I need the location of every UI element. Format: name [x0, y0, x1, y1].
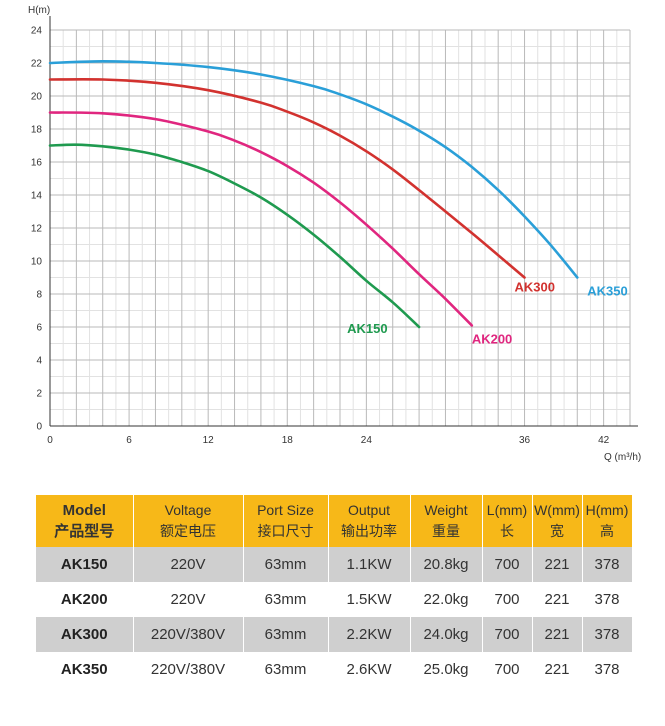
y-tick-label: 2	[36, 389, 42, 400]
table-cell: 700	[482, 582, 533, 617]
header-label-en: Port Size	[257, 502, 314, 518]
series-line-ak200	[48, 111, 474, 327]
table-cell: 63mm	[243, 652, 329, 687]
model-cell: AK300	[36, 617, 134, 652]
grid-major	[49, 29, 631, 427]
y-tick-label: 22	[31, 59, 43, 70]
table-cell: 24.0kg	[410, 617, 483, 652]
header-label-en: W(mm)	[534, 502, 580, 518]
table-body: AK150 220V 63mm 1.1KW 20.8kg 700 221 378 AK200 22…	[36, 547, 633, 687]
header-label-en: Voltage	[164, 502, 212, 518]
table-cell: 700	[482, 547, 533, 582]
table-cell: 700	[482, 652, 533, 687]
table-header-cell: Output 输出功率	[328, 495, 411, 547]
table-header-cell: Voltage 额定电压	[133, 495, 244, 547]
model-cell: AK350	[36, 652, 134, 687]
table-cell: 20.8kg	[410, 547, 483, 582]
header-label-cn: 额定电压	[160, 523, 216, 539]
y-tick-label: 4	[36, 356, 42, 367]
table-cell: 22.0kg	[410, 582, 483, 617]
table-cell: 378	[582, 582, 633, 617]
y-tick-label: 0	[36, 422, 42, 433]
axes	[49, 16, 638, 427]
series-line-ak300	[48, 77, 526, 279]
table-cell: 63mm	[243, 547, 329, 582]
table-header-cell: W(mm) 宽	[532, 495, 583, 547]
y-tick-label: 20	[31, 92, 43, 103]
header-label-cn: 宽	[550, 523, 564, 539]
series-label-ak300: AK300	[515, 280, 555, 295]
table-header-cell: Model 产品型号	[36, 495, 134, 547]
table-cell: 63mm	[243, 617, 329, 652]
header-label-cn: 长	[500, 523, 514, 539]
y-tick-label: 12	[31, 224, 43, 235]
series-line-ak150	[48, 143, 421, 329]
x-tick-label: 12	[203, 435, 215, 446]
table-header-cell: Weight 重量	[410, 495, 483, 547]
x-tick-label: 0	[47, 435, 53, 446]
table-cell: 221	[532, 582, 583, 617]
table-header-row: Model 产品型号 Voltage 额定电压 Port Size 接口尺寸 Output 输…	[36, 495, 633, 547]
x-tick-label: 18	[282, 435, 294, 446]
table-cell: 220V	[133, 582, 244, 617]
table-cell: 700	[482, 617, 533, 652]
y-tick-label: 16	[31, 158, 43, 169]
header-label-cn: 高	[600, 523, 614, 539]
table-row: AK150 220V 63mm 1.1KW 20.8kg 700 221 378	[36, 547, 633, 582]
table-cell: 220V/380V	[133, 652, 244, 687]
x-axis-label: Q (m³/h)	[604, 452, 641, 463]
table-cell: 220V	[133, 547, 244, 582]
table-cell: 2.2KW	[328, 617, 411, 652]
x-tick-label: 36	[519, 435, 531, 446]
y-tick-label: 8	[36, 290, 42, 301]
series-label-ak150: AK150	[347, 321, 387, 336]
table-header-cell: H(mm) 高	[582, 495, 633, 547]
header-label-en: Weight	[424, 502, 468, 518]
series-label-ak200: AK200	[472, 331, 512, 346]
table-cell: 2.6KW	[328, 652, 411, 687]
table-cell: 221	[532, 547, 583, 582]
series-labels: AK150 AK200 AK300 AK350	[347, 280, 628, 347]
y-tick-label: 24	[31, 26, 43, 37]
y-tick-label: 18	[31, 125, 43, 136]
x-tick-label: 24	[361, 435, 373, 446]
table-cell: 378	[582, 652, 633, 687]
series-label-ak350: AK350	[587, 284, 627, 299]
table-cell: 221	[532, 617, 583, 652]
table-row: AK200 220V 63mm 1.5KW 22.0kg 700 221 378	[36, 582, 633, 617]
model-cell: AK150	[36, 547, 134, 582]
table-cell: 25.0kg	[410, 652, 483, 687]
model-cell: AK200	[36, 582, 134, 617]
y-tick-label: 14	[31, 191, 43, 202]
table-cell: 220V/380V	[133, 617, 244, 652]
header-label-en: H(mm)	[585, 502, 629, 518]
table-cell: 1.5KW	[328, 582, 411, 617]
series-lines	[48, 59, 579, 329]
series-line-ak350	[48, 59, 579, 279]
table-cell: 221	[532, 652, 583, 687]
table-header-cell: Port Size 接口尺寸	[243, 495, 329, 547]
y-axis-label: H(m)	[28, 5, 50, 16]
header-label-cn: 接口尺寸	[257, 523, 314, 539]
table-row: AK350 220V/380V 63mm 2.6KW 25.0kg 700 221 378	[36, 652, 633, 687]
header-label-en: L(mm)	[486, 502, 528, 518]
table-cell: 63mm	[243, 582, 329, 617]
spec-table: Model 产品型号 Voltage 额定电压 Port Size 接口尺寸 Output 输…	[36, 495, 633, 687]
table-cell: 378	[582, 617, 633, 652]
header-label-cn: 产品型号	[54, 523, 115, 540]
header-label-en: Model	[62, 502, 106, 519]
y-tick-label: 6	[36, 323, 42, 334]
x-tick-label: 42	[598, 435, 610, 446]
header-label-cn: 输出功率	[341, 523, 397, 539]
y-tick-label: 10	[31, 257, 43, 268]
table-cell: 1.1KW	[328, 547, 411, 582]
header-label-cn: 重量	[432, 523, 460, 539]
table-row: AK300 220V/380V 63mm 2.2KW 24.0kg 700 221 378	[36, 617, 633, 652]
x-tick-label: 6	[126, 435, 132, 446]
header-label-en: Output	[347, 502, 391, 518]
table-cell: 378	[582, 547, 633, 582]
table-header-cell: L(mm) 长	[482, 495, 533, 547]
